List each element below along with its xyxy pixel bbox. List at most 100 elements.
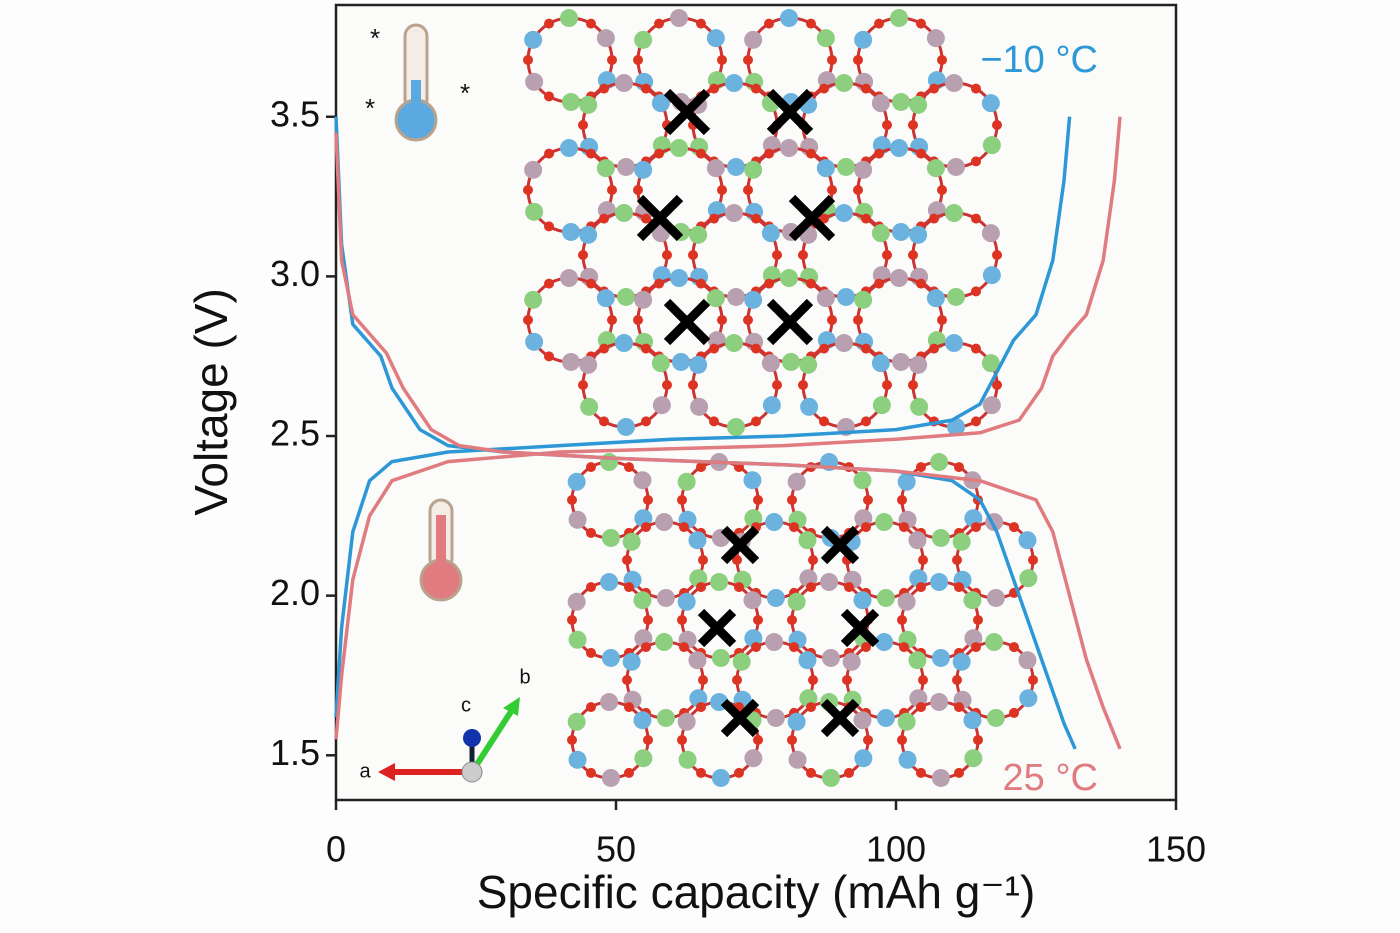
atom xyxy=(1018,531,1037,550)
oxygen-atom xyxy=(937,315,947,325)
oxygen-atom xyxy=(863,495,873,505)
atom xyxy=(725,334,744,353)
atom xyxy=(568,510,587,529)
oxygen-atom xyxy=(586,702,596,713)
oxygen-atom xyxy=(607,55,617,65)
atom xyxy=(616,417,635,436)
oxygen-atom xyxy=(709,83,719,94)
atom xyxy=(601,528,620,547)
plot-area xyxy=(336,5,1176,800)
blocked-site xyxy=(663,88,711,136)
oxygen-atom xyxy=(696,278,706,289)
oxygen-atom xyxy=(717,185,727,195)
atom xyxy=(946,157,965,176)
oxygen-atom xyxy=(861,642,871,653)
oxygen-atom xyxy=(973,735,983,745)
atom xyxy=(762,396,781,415)
oxygen-atom xyxy=(954,462,964,473)
atom xyxy=(871,354,890,373)
oxygen-atom xyxy=(751,213,761,224)
atom xyxy=(596,159,615,178)
atom xyxy=(986,708,1005,727)
svg-text:*: * xyxy=(370,23,380,53)
oxygen-atom xyxy=(1028,555,1038,565)
atom xyxy=(689,355,708,374)
atom xyxy=(981,354,1000,373)
atom xyxy=(744,160,763,179)
oxygen-atom xyxy=(1009,642,1019,653)
atom xyxy=(616,157,635,176)
oxygen-atom xyxy=(641,343,651,354)
blocked-site xyxy=(766,298,814,346)
blocked-site xyxy=(820,698,860,738)
atom xyxy=(765,633,784,652)
oxygen-atom xyxy=(709,416,719,427)
atom xyxy=(677,592,696,611)
atom xyxy=(820,573,839,592)
atom xyxy=(726,287,745,306)
oxygen-atom xyxy=(624,582,634,593)
oxygen-atom xyxy=(654,278,664,289)
atom xyxy=(891,92,910,111)
oxygen-atom xyxy=(662,380,672,390)
atom xyxy=(963,711,982,730)
oxygen-atom xyxy=(578,250,588,260)
atom xyxy=(930,573,949,592)
oxygen-atom xyxy=(798,380,808,390)
series-label: 25 °C xyxy=(1003,757,1098,799)
oxygen-atom xyxy=(819,416,829,427)
oxygen-atom xyxy=(916,767,926,778)
atom xyxy=(871,224,890,243)
atom xyxy=(596,29,615,48)
y-axis-label: Voltage (V) xyxy=(185,288,237,516)
oxygen-atom xyxy=(971,343,981,354)
oxygen-atom xyxy=(899,642,909,653)
atom xyxy=(908,651,927,670)
atom xyxy=(622,652,641,671)
oxygen-atom xyxy=(578,380,588,390)
oxygen-atom xyxy=(1028,675,1038,685)
atom xyxy=(580,397,599,416)
oxygen-atom xyxy=(523,315,533,325)
atom xyxy=(560,139,579,158)
atom xyxy=(1018,651,1037,670)
atom xyxy=(854,290,873,309)
oxygen-atom xyxy=(622,675,632,685)
oxygen-atom xyxy=(709,343,719,354)
atom xyxy=(568,630,587,649)
atom xyxy=(872,396,891,415)
atom xyxy=(910,397,929,416)
oxygen-atom xyxy=(688,250,698,260)
oxygen-atom xyxy=(908,120,918,130)
oxygen-atom xyxy=(586,18,596,29)
atom xyxy=(634,160,653,179)
oxygen-atom xyxy=(544,91,554,102)
atom xyxy=(655,513,674,532)
atom xyxy=(615,74,634,93)
oxygen-atom xyxy=(633,185,643,195)
voltage-curve xyxy=(334,116,1122,740)
atom xyxy=(600,573,619,592)
oxygen-atom xyxy=(992,250,1002,260)
crystal-structure xyxy=(523,9,1002,436)
oxygen-atom xyxy=(908,380,918,390)
blocked-site xyxy=(636,194,684,242)
oxygen-atom xyxy=(743,185,753,195)
oxygen-atom xyxy=(732,675,742,685)
atom xyxy=(853,711,872,730)
atom xyxy=(706,29,725,48)
atom xyxy=(854,160,873,179)
atom xyxy=(706,289,725,308)
atom xyxy=(634,30,653,49)
oxygen-atom xyxy=(971,416,981,427)
atom xyxy=(946,417,965,436)
oxygen-atom xyxy=(599,416,609,427)
oxygen-atom xyxy=(679,642,689,653)
atom xyxy=(688,531,707,550)
atom xyxy=(926,29,945,48)
oxygen-atom xyxy=(643,495,653,505)
oxygen-atom xyxy=(599,343,609,354)
atom xyxy=(567,472,586,491)
oxygen-atom xyxy=(751,343,761,354)
oxygen-atom xyxy=(544,148,554,159)
